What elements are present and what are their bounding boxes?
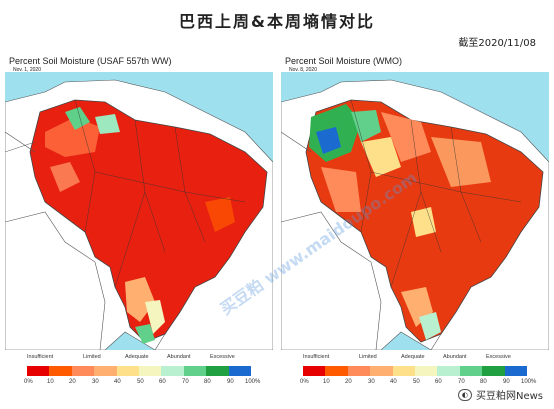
legend-tick: 60 xyxy=(159,379,166,385)
soil-moisture-map-wmo xyxy=(281,72,549,350)
legend-swatch xyxy=(325,366,348,376)
legend-label-adequate: Adequate xyxy=(125,354,149,360)
legend-label-adequate: Adequate xyxy=(401,354,425,360)
legend-swatch xyxy=(228,366,252,376)
legend-tick: 70 xyxy=(182,379,189,385)
legend-color-bar xyxy=(27,366,252,376)
legend-tick: 0% xyxy=(300,379,309,385)
legend-swatch xyxy=(183,366,207,376)
legend-tick: 40 xyxy=(390,379,397,385)
legend-tick: 100% xyxy=(245,379,261,385)
wechat-account-tag: ◐ 买豆粕网News xyxy=(454,386,546,403)
legend-categories: Insufficient Limited Adequate Abundant E… xyxy=(5,354,273,364)
legend-tick: 90 xyxy=(503,379,510,385)
legend-tick: 80 xyxy=(204,379,211,385)
legend-label-insufficient: Insufficient xyxy=(303,354,330,360)
panel-date: Nov. 1, 2020 xyxy=(13,67,41,73)
legend-swatch xyxy=(116,366,140,376)
legend-swatch xyxy=(370,366,393,376)
legend-swatch xyxy=(27,366,50,376)
legend-tick: 10 xyxy=(47,379,54,385)
legend-swatch xyxy=(347,366,371,376)
legend-tick: 0% xyxy=(24,379,33,385)
panel-title: Percent Soil Moisture (WMO) xyxy=(285,56,403,66)
date-note: 截至2020/11/08 xyxy=(458,38,536,49)
legend-categories: Insufficient Limited Adequate Abundant E… xyxy=(281,354,549,364)
legend-swatch xyxy=(139,366,162,376)
panel-title: Percent Soil Moisture (USAF 557th WW) xyxy=(9,56,172,66)
wechat-icon: ◐ xyxy=(457,388,472,401)
legend-label-excessive: Excessive xyxy=(486,354,511,360)
legend-label-abundant: Abundant xyxy=(443,354,467,360)
legend-swatch xyxy=(482,366,505,376)
legend-label-limited: Limited xyxy=(359,354,377,360)
legend-tick: 30 xyxy=(368,379,375,385)
legend-label-insufficient: Insufficient xyxy=(27,354,54,360)
legend-swatch xyxy=(94,366,117,376)
legend-tick: 60 xyxy=(435,379,442,385)
legend-tick: 50 xyxy=(137,379,144,385)
legend-swatch xyxy=(206,366,229,376)
legend-tick: 20 xyxy=(69,379,76,385)
legend-color-bar xyxy=(303,366,528,376)
panel-date: Nov. 8, 2020 xyxy=(289,67,317,73)
legend-tick: 80 xyxy=(480,379,487,385)
legend-ticks: 0% 10 20 30 40 50 60 70 80 90 100% xyxy=(281,379,549,389)
legend-label-excessive: Excessive xyxy=(210,354,235,360)
legend-label-limited: Limited xyxy=(83,354,101,360)
legend-tick: 40 xyxy=(114,379,121,385)
map-panel-this-week: Percent Soil Moisture (WMO) Nov. 8, 2020… xyxy=(281,56,549,396)
legend-tick: 90 xyxy=(227,379,234,385)
legend-tick: 10 xyxy=(323,379,330,385)
legend-swatch xyxy=(161,366,184,376)
legend-swatch xyxy=(71,366,95,376)
legend-ticks: 0% 10 20 30 40 50 60 70 80 90 100% xyxy=(5,379,273,389)
legend-label-abundant: Abundant xyxy=(167,354,191,360)
legend-swatch xyxy=(437,366,460,376)
page-title: 巴西上周&本周墒情对比 xyxy=(179,12,375,31)
legend-tick: 70 xyxy=(458,379,465,385)
legend-swatch xyxy=(459,366,483,376)
legend-swatch xyxy=(504,366,528,376)
legend-swatch xyxy=(49,366,72,376)
legend-swatch xyxy=(392,366,416,376)
legend-tick: 100% xyxy=(521,379,537,385)
legend-tick: 50 xyxy=(413,379,420,385)
soil-moisture-map-usaf xyxy=(5,72,273,350)
legend-tick: 30 xyxy=(92,379,99,385)
legend-swatch xyxy=(303,366,326,376)
legend-swatch xyxy=(415,366,438,376)
map-panel-last-week: Percent Soil Moisture (USAF 557th WW) No… xyxy=(5,56,273,396)
legend-tick: 20 xyxy=(345,379,352,385)
wechat-account-name: 买豆粕网News xyxy=(475,391,543,402)
